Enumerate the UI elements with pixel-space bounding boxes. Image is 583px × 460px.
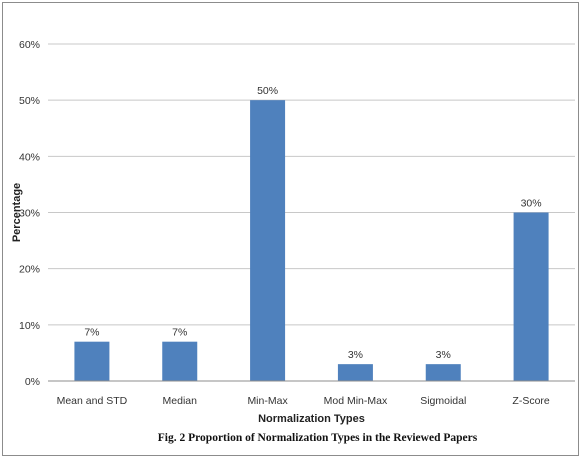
data-label: 30%	[521, 198, 542, 210]
data-label: 7%	[84, 327, 99, 339]
x-tick-label: Min-Max	[247, 395, 288, 407]
y-tick-label: 50%	[19, 95, 40, 107]
y-axis-title: Percentage	[11, 183, 23, 242]
x-tick-label: Sigmoidal	[420, 395, 466, 407]
y-tick-label: 40%	[19, 151, 40, 163]
bar	[74, 342, 109, 381]
bar	[426, 364, 461, 381]
x-tick-label: Median	[163, 395, 198, 407]
y-tick-label: 20%	[19, 264, 40, 276]
data-label: 7%	[172, 327, 187, 339]
x-axis-ticks: Mean and STD Median Min-Max Mod Min-Max Sigm…	[57, 395, 550, 407]
bar	[338, 364, 373, 381]
bars	[74, 100, 548, 381]
data-label: 3%	[348, 349, 363, 361]
y-tick-label: 60%	[19, 39, 40, 51]
bar	[514, 213, 549, 382]
x-tick-label: Mod Min-Max	[324, 395, 388, 407]
bar	[250, 100, 285, 381]
x-tick-label: Mean and STD	[57, 395, 128, 407]
figure-caption: Fig. 2 Proportion of Normalization Types…	[158, 432, 478, 444]
data-label: 3%	[436, 349, 451, 361]
x-axis-title: Normalization Types	[258, 413, 365, 425]
bar	[162, 342, 197, 381]
x-tick-label: Z-Score	[512, 395, 550, 407]
gridlines	[48, 44, 575, 325]
y-tick-label: 0%	[25, 376, 40, 388]
data-label: 50%	[257, 85, 278, 97]
y-tick-label: 10%	[19, 320, 40, 332]
data-labels: 7% 7% 50% 3% 3% 30%	[84, 85, 541, 361]
